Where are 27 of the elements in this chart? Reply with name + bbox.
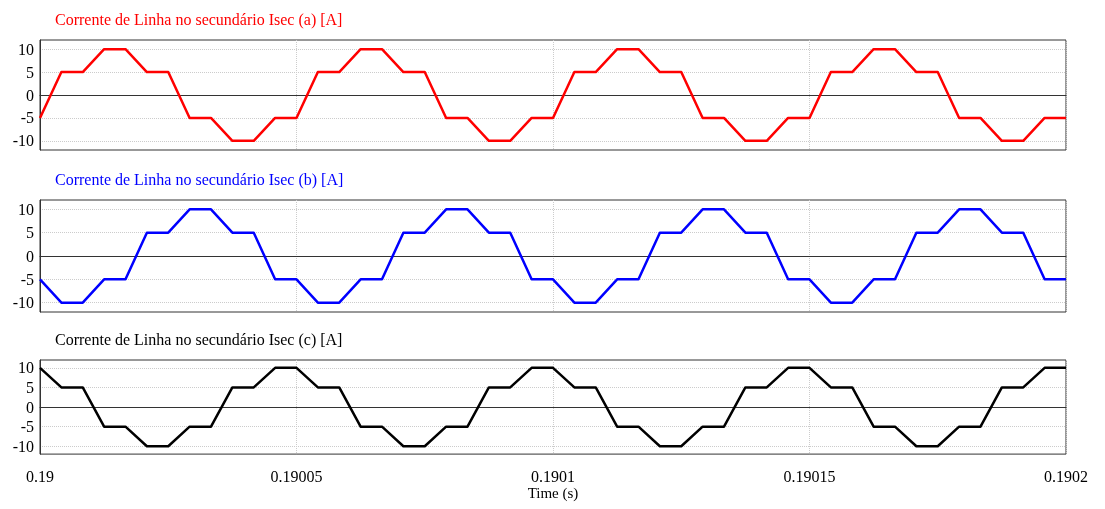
y-tick-label: -5 [20,109,34,127]
y-tick-label: 0 [26,247,34,265]
y-tick-label: 5 [26,224,34,242]
line-series [38,208,1068,304]
chart-title: Corrente de Linha no secundário Isec (b) [A] [55,170,344,189]
line-series [38,47,1068,143]
chart-title: Corrente de Linha no secundário Isec (a) [A] [55,10,343,29]
x-tick-label: 0.19015 [783,467,836,485]
x-tick-label: 0.19 [26,467,54,485]
y-tick-label: 10 [18,359,34,377]
x-tick-label: 0.19005 [270,467,323,485]
y-tick-label: -10 [12,132,34,150]
chart-title: Corrente de Linha no secundário Isec (c) [A] [55,330,343,349]
y-tick-label: -5 [20,270,34,288]
y-tick-label: 10 [18,200,34,218]
y-tick-label: 5 [26,378,34,396]
x-tick-label: 0.1901 [531,467,575,485]
x-axis-title: Time (s) [527,484,579,502]
y-tick-label: 10 [18,40,34,58]
y-tick-label: -10 [12,294,34,312]
x-tick-label: 0.1902 [1044,467,1088,485]
y-tick-label: -5 [20,418,34,436]
y-tick-label: 5 [26,63,34,81]
line-series [38,366,1068,448]
y-tick-label: 0 [26,86,34,104]
y-tick-label: 0 [26,398,34,416]
y-tick-label: -10 [12,437,34,455]
